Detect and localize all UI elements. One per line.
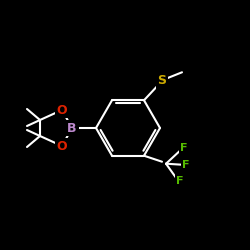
Text: F: F xyxy=(180,143,188,153)
Text: F: F xyxy=(176,176,184,186)
Text: O: O xyxy=(57,140,67,152)
Text: S: S xyxy=(158,74,166,87)
Text: F: F xyxy=(182,160,190,170)
Text: B: B xyxy=(67,122,77,134)
Text: O: O xyxy=(57,104,67,117)
